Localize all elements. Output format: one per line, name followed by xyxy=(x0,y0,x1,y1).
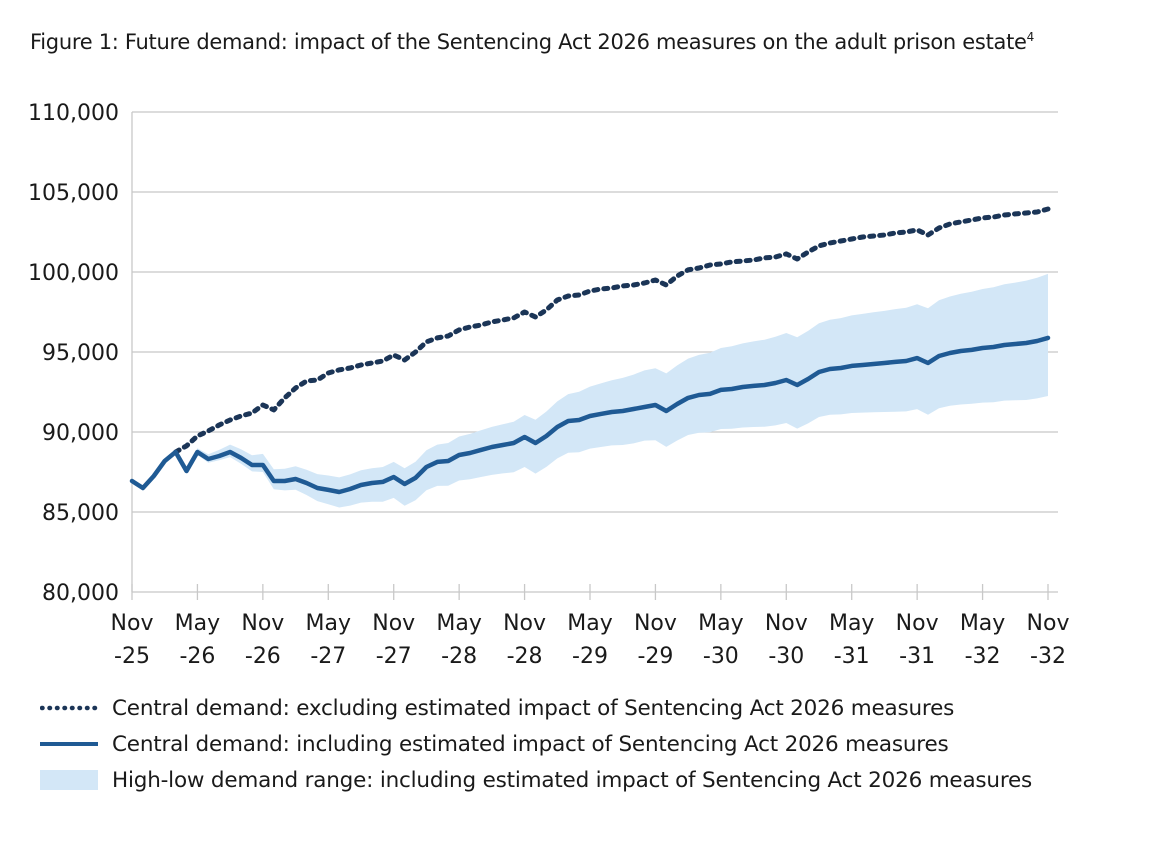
legend-swatch-dotted-line xyxy=(40,705,99,711)
x-tick-label-month: May xyxy=(960,611,1005,636)
x-tick-label-year: -29 xyxy=(572,644,608,669)
x-tick-label-year: -32 xyxy=(1030,644,1066,669)
range-band xyxy=(186,273,1048,508)
legend-item-including: Central demand: including estimated impa… xyxy=(40,726,1032,762)
series-line-including xyxy=(129,335,1051,495)
range-band-layer xyxy=(186,273,1048,508)
x-tick-label-month: Nov xyxy=(896,611,939,636)
x-tick-label-month: Nov xyxy=(634,611,677,636)
legend-item-range: High-low demand range: including estimat… xyxy=(40,762,1032,798)
x-tick-label-month: Nov xyxy=(503,611,546,636)
x-tick-label-month: Nov xyxy=(241,611,284,636)
x-tick-label-month: May xyxy=(829,611,874,636)
chart-title-text: Figure 1: Future demand: impact of the S… xyxy=(30,30,1027,54)
y-tick-labels: 80,000 85,000 90,000 95,000 100,000 105,000 11… xyxy=(28,101,119,606)
x-tick-label-month: May xyxy=(306,611,351,636)
x-tick-label-month: May xyxy=(567,611,612,636)
x-tick-label-year: -32 xyxy=(965,644,1001,669)
x-tick-label-year: -30 xyxy=(768,644,804,669)
series-layer xyxy=(129,206,1051,495)
legend: Central demand: excluding estimated impa… xyxy=(40,690,1032,798)
y-tick-label: 90,000 xyxy=(42,421,119,446)
y-tick-label: 95,000 xyxy=(42,341,119,366)
legend-swatch-range xyxy=(40,770,98,790)
x-tick-label-year: -25 xyxy=(114,644,150,669)
x-tick-labels: Nov -25 May -26 Nov -26 May -27 Nov -27 May -28 Nov -… xyxy=(111,611,1070,669)
x-tick-label-month: Nov xyxy=(111,611,154,636)
x-tick-label-year: -31 xyxy=(899,644,935,669)
y-tick-label: 85,000 xyxy=(42,501,119,526)
x-tick-label-month: May xyxy=(436,611,481,636)
x-tick-label-month: Nov xyxy=(765,611,808,636)
x-tick-label-year: -26 xyxy=(245,644,281,669)
x-tick-label-month: Nov xyxy=(1027,611,1070,636)
x-tick-label-year: -27 xyxy=(310,644,346,669)
x-tick-label-month: May xyxy=(175,611,220,636)
x-tick-label-year: -30 xyxy=(703,644,739,669)
x-tick-label-year: -29 xyxy=(637,644,673,669)
legend-swatch-solid-line xyxy=(40,742,98,746)
x-tick-label-month: Nov xyxy=(372,611,415,636)
chart-title: Figure 1: Future demand: impact of the S… xyxy=(30,30,1034,54)
y-tick-label: 80,000 xyxy=(42,581,119,606)
chart-title-footnote: 4 xyxy=(1026,30,1035,44)
legend-item-excluding: Central demand: excluding estimated impa… xyxy=(40,690,1032,726)
x-tick-label-year: -28 xyxy=(507,644,543,669)
legend-label-including: Central demand: including estimated impa… xyxy=(112,731,949,757)
y-tick-label: 110,000 xyxy=(28,101,119,126)
series-line-excluding xyxy=(173,206,1051,455)
y-tick-label: 100,000 xyxy=(28,261,119,286)
x-tick-label-year: -31 xyxy=(834,644,870,669)
chart-plot: 80,000 85,000 90,000 95,000 100,000 105,000 11… xyxy=(28,101,1070,669)
x-tick-label-month: May xyxy=(698,611,743,636)
y-tick-label: 105,000 xyxy=(28,181,119,206)
legend-label-excluding: Central demand: excluding estimated impa… xyxy=(112,695,955,721)
legend-label-range: High-low demand range: including estimat… xyxy=(112,767,1033,793)
x-tick-label-year: -27 xyxy=(376,644,412,669)
x-tick-label-year: -28 xyxy=(441,644,477,669)
x-tick-label-year: -26 xyxy=(179,644,215,669)
axes xyxy=(131,112,1058,600)
